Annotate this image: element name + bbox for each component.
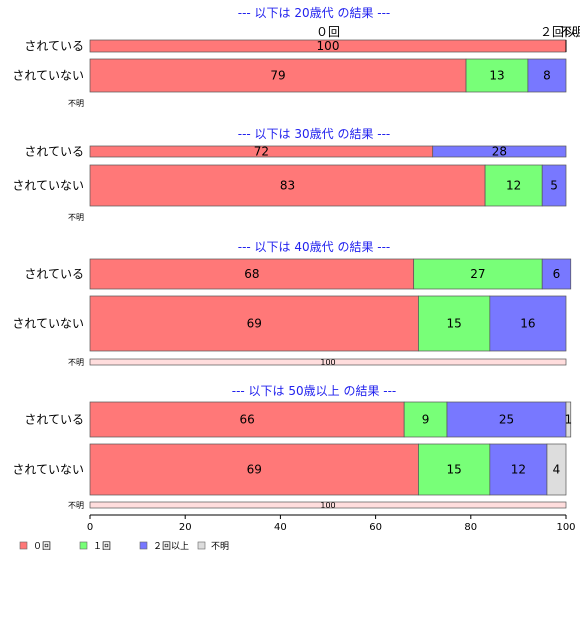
- data-label: 13: [489, 69, 504, 83]
- legend-swatch: [19, 541, 28, 550]
- bar-segment: [418, 443, 491, 496]
- category-label: されている: [24, 267, 84, 281]
- data-label: 66: [239, 413, 254, 427]
- category-label: 不明: [68, 501, 84, 510]
- bar-segment: [89, 401, 405, 438]
- x-tick-label: 60: [369, 522, 382, 533]
- data-label: 8: [543, 69, 551, 83]
- data-label: 100: [320, 501, 335, 510]
- data-label: 28: [492, 145, 507, 159]
- data-label: 12: [506, 179, 521, 193]
- legend-label: ０回: [33, 541, 51, 552]
- segment-annotation: ０回: [316, 25, 340, 39]
- x-tick-label: 80: [464, 522, 477, 533]
- panel-title: --- 以下は 50歳以上 の結果 ---: [232, 384, 397, 398]
- bar-segment: [89, 501, 567, 509]
- segment-annotation: 不明: [560, 25, 580, 39]
- data-label: 83: [280, 179, 295, 193]
- data-label: 5: [550, 179, 558, 193]
- bar-segment: [546, 443, 567, 496]
- category-label: されている: [24, 145, 84, 159]
- legend-label: 不明: [211, 541, 229, 552]
- x-tick-label: 40: [274, 522, 287, 533]
- x-tick-label: 100: [556, 522, 575, 533]
- x-tick-label: 20: [179, 522, 192, 533]
- panel-title: --- 以下は 30歳代 の結果 ---: [238, 127, 391, 141]
- bar-segment: [565, 401, 572, 438]
- segment-annotation: ２回以上: [540, 25, 580, 39]
- data-label: 9: [422, 413, 430, 427]
- data-label: 12: [511, 463, 526, 477]
- bar-segment: [418, 295, 491, 352]
- data-label: 25: [499, 413, 514, 427]
- data-label: 69: [247, 463, 262, 477]
- bar-segment: [89, 358, 567, 366]
- data-label: 6: [553, 267, 561, 281]
- panel-title: --- 以下は 20歳代 の結果 ---: [238, 6, 391, 20]
- category-label: 不明: [68, 213, 84, 222]
- category-label: 不明: [68, 358, 84, 367]
- bar-segment: [489, 443, 548, 496]
- data-label: 4: [553, 463, 561, 477]
- data-label: 72: [254, 145, 269, 159]
- data-label: 68: [244, 267, 259, 281]
- legend-label: １回: [93, 541, 111, 552]
- bar-segment: [432, 145, 567, 158]
- data-label: 16: [520, 317, 535, 331]
- legend-swatch: [139, 541, 148, 550]
- legend-label: ２回以上: [153, 541, 189, 552]
- bar-segment: [89, 58, 467, 93]
- data-label: 15: [446, 463, 461, 477]
- data-label: 15: [446, 317, 461, 331]
- bar-segment: [541, 164, 567, 207]
- data-label: 27: [470, 267, 485, 281]
- legend-swatch: [79, 541, 88, 550]
- bar-segment: [89, 443, 419, 496]
- data-label: 79: [270, 69, 285, 83]
- category-label: されていない: [12, 317, 84, 331]
- data-label: 100: [317, 39, 340, 53]
- category-label: されている: [24, 413, 84, 427]
- panel-title: --- 以下は 40歳代 の結果 ---: [238, 240, 391, 254]
- bar-segment: [413, 258, 543, 290]
- bar-segment: [541, 258, 572, 290]
- category-label: されていない: [12, 463, 84, 477]
- x-tick-label: 0: [87, 522, 93, 533]
- category-label: されている: [24, 39, 84, 53]
- category-label: されていない: [12, 69, 84, 83]
- bar-segment: [465, 58, 529, 93]
- data-label: 1: [565, 413, 573, 427]
- category-label: されていない: [12, 179, 84, 193]
- category-label: 不明: [68, 99, 84, 108]
- bar-segment: [89, 258, 415, 290]
- data-label: 100: [320, 358, 335, 367]
- bar-segment: [527, 58, 567, 93]
- legend-swatch: [197, 541, 206, 550]
- data-label: 69: [247, 317, 262, 331]
- bar-segment: [89, 295, 419, 352]
- bar-segment: [489, 295, 567, 352]
